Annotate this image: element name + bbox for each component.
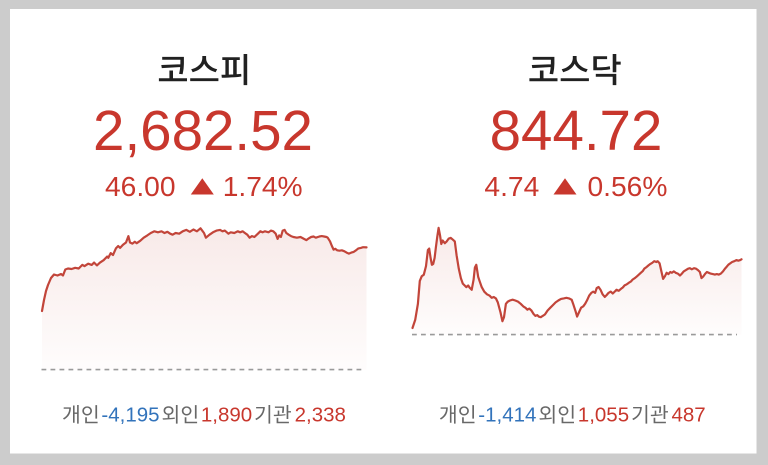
svg-text:1.74%: 1.74% [223,170,303,202]
svg-text:4.74: 4.74 [484,170,539,202]
svg-text:0.56%: 0.56% [588,170,668,202]
svg-text:46.00: 46.00 [105,170,176,202]
svg-text:-4,195: -4,195 [101,404,159,427]
svg-text:487: 487 [672,404,706,427]
svg-text:1,055: 1,055 [578,404,629,427]
svg-text:2,682.52: 2,682.52 [93,99,313,162]
svg-text:1,890: 1,890 [201,404,252,427]
svg-text:-1,414: -1,414 [478,404,536,427]
svg-text:844.72: 844.72 [490,99,663,162]
svg-text:2,338: 2,338 [295,404,346,427]
